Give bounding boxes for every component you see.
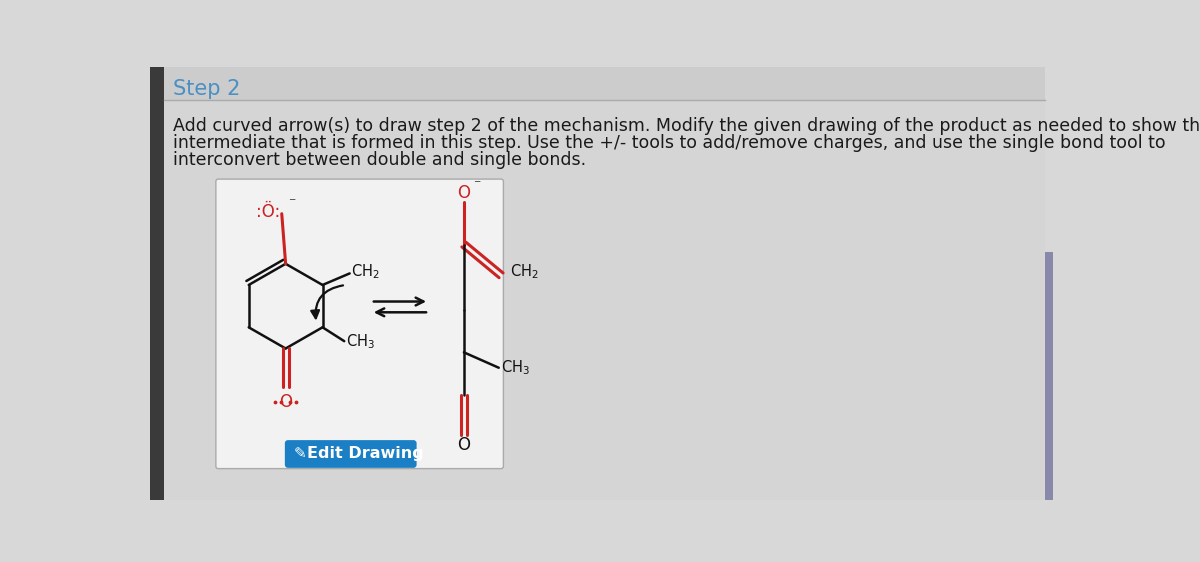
Text: CH$_2$: CH$_2$ — [352, 262, 380, 281]
Polygon shape — [1045, 252, 1052, 500]
Polygon shape — [164, 67, 1045, 500]
Text: Step 2: Step 2 — [173, 79, 241, 99]
Text: interconvert between double and single bonds.: interconvert between double and single b… — [173, 151, 587, 169]
Text: intermediate that is formed in this step. Use the +/- tools to add/remove charge: intermediate that is formed in this step… — [173, 134, 1166, 152]
FancyBboxPatch shape — [284, 440, 416, 468]
Text: :Ö:: :Ö: — [256, 203, 280, 221]
Text: ⁻: ⁻ — [473, 178, 480, 192]
Polygon shape — [164, 67, 1045, 100]
Text: ✎: ✎ — [293, 446, 306, 461]
Text: Add curved arrow(s) to draw step 2 of the mechanism. Modify the given drawing of: Add curved arrow(s) to draw step 2 of th… — [173, 117, 1200, 135]
Text: O: O — [457, 436, 470, 454]
FancyBboxPatch shape — [216, 179, 504, 469]
Text: CH$_3$: CH$_3$ — [502, 359, 530, 377]
Text: O: O — [457, 184, 470, 202]
Text: CH$_3$: CH$_3$ — [346, 332, 374, 351]
Text: O: O — [280, 393, 292, 411]
Text: CH$_2$: CH$_2$ — [510, 262, 539, 281]
FancyArrowPatch shape — [311, 285, 343, 318]
Text: Edit Drawing: Edit Drawing — [307, 446, 424, 461]
Polygon shape — [150, 67, 164, 500]
Text: ⁻: ⁻ — [288, 196, 295, 210]
